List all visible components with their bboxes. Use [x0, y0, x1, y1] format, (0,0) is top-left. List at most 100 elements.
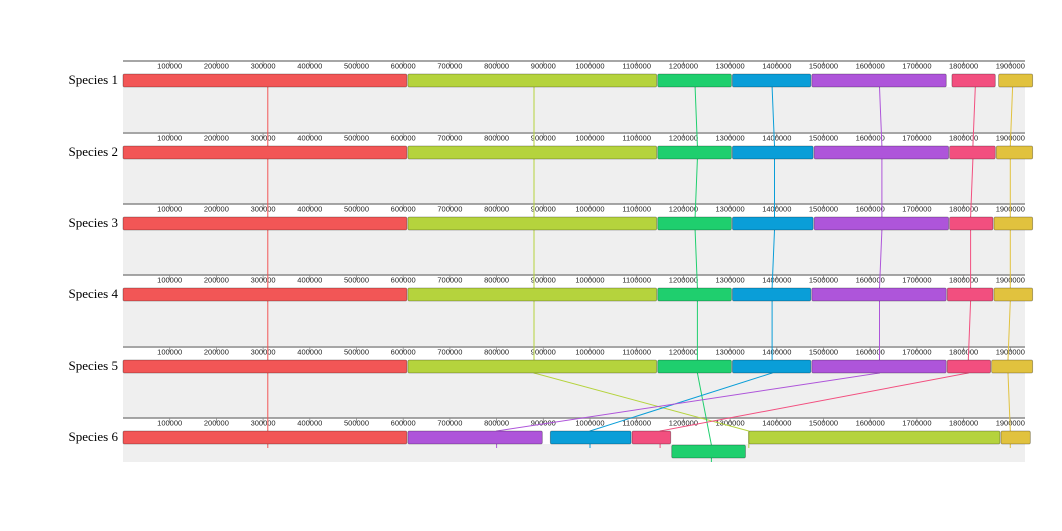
ruler-tick-label: 200000 — [204, 419, 229, 428]
ruler-tick-label: 1800000 — [949, 205, 978, 214]
ruler-tick-label: 600000 — [391, 276, 416, 285]
ruler-tick-label: 900000 — [531, 276, 556, 285]
block-blue — [732, 359, 812, 374]
species-label: Species 5 — [69, 358, 118, 373]
ruler-tick-label: 1400000 — [762, 276, 791, 285]
block-red — [122, 430, 408, 445]
ruler-tick-label: 1800000 — [949, 62, 978, 71]
ruler-tick-label: 500000 — [344, 276, 369, 285]
block-pink — [631, 430, 672, 445]
ruler-tick-label: 1400000 — [762, 419, 791, 428]
ruler-tick-label: 1700000 — [902, 276, 931, 285]
ruler-tick-label: 1200000 — [669, 348, 698, 357]
block-green — [657, 73, 732, 88]
ruler-tick-label: 1000000 — [575, 419, 604, 428]
block-green — [657, 287, 732, 302]
ruler-tick-label: 300000 — [251, 276, 276, 285]
ruler-tick-label: 1000000 — [575, 134, 604, 143]
ruler-tick-label: 1800000 — [949, 276, 978, 285]
ruler-tick-label: 300000 — [251, 62, 276, 71]
ruler-tick-label: 1300000 — [715, 62, 744, 71]
ruler-tick-label: 1000000 — [575, 62, 604, 71]
ruler-tick-label: 300000 — [251, 134, 276, 143]
ruler-tick-label: 1600000 — [856, 134, 885, 143]
ruler-tick-label: 1700000 — [902, 62, 931, 71]
ruler-tick-label: 300000 — [251, 419, 276, 428]
ruler-tick-label: 1500000 — [809, 134, 838, 143]
ruler-tick-label: 1400000 — [762, 134, 791, 143]
ruler-tick-label: 1700000 — [902, 205, 931, 214]
block-blue — [732, 73, 812, 88]
ruler-tick-label: 400000 — [297, 62, 322, 71]
block-pink — [951, 73, 996, 88]
ruler-tick-label: 1100000 — [622, 62, 651, 71]
block-pink — [949, 216, 994, 231]
ruler-tick-label: 1800000 — [949, 348, 978, 357]
ruler-tick-label: 1600000 — [856, 205, 885, 214]
block-purple — [407, 430, 543, 445]
ruler-tick-label: 100000 — [157, 419, 182, 428]
ruler-tick-label: 900000 — [531, 205, 556, 214]
ruler-tick-label: 400000 — [297, 419, 322, 428]
ruler-tick-label: 1600000 — [856, 62, 885, 71]
ruler-tick-label: 900000 — [531, 348, 556, 357]
ruler-tick-label: 1500000 — [809, 419, 838, 428]
ruler-tick-label: 800000 — [484, 419, 509, 428]
ruler-tick-label: 900000 — [531, 419, 556, 428]
ruler-tick-label: 500000 — [344, 419, 369, 428]
ruler-tick-label: 1200000 — [669, 205, 698, 214]
block-yellow — [991, 359, 1034, 374]
block-yellow — [1000, 430, 1031, 445]
ruler-tick-label: 1200000 — [669, 419, 698, 428]
labels-layer: Species 1 Species 2 Species 3 Species 4 Spec… — [69, 72, 119, 444]
ruler-tick-label: 400000 — [297, 348, 322, 357]
block-lime — [407, 73, 658, 88]
block-blue — [732, 287, 812, 302]
ruler-tick-label: 900000 — [531, 134, 556, 143]
lane-background — [123, 373, 1025, 418]
ruler-tick-label: 1700000 — [902, 419, 931, 428]
ruler-tick-label: 1100000 — [622, 134, 651, 143]
ruler-tick-label: 800000 — [484, 62, 509, 71]
ruler-tick-label: 1700000 — [902, 348, 931, 357]
block-purple — [811, 359, 947, 374]
species-label: Species 6 — [69, 429, 119, 444]
species-label: Species 2 — [69, 144, 118, 159]
block-red — [122, 359, 408, 374]
block-purple — [811, 73, 947, 88]
ruler-tick-label: 1200000 — [669, 276, 698, 285]
ruler-tick-label: 200000 — [204, 348, 229, 357]
block-lime — [407, 145, 658, 160]
ruler-tick-label: 1300000 — [715, 134, 744, 143]
ruler-tick-label: 100000 — [157, 348, 182, 357]
ruler-tick-label: 500000 — [344, 205, 369, 214]
ruler-tick-label: 800000 — [484, 348, 509, 357]
lane-background — [123, 159, 1025, 204]
lanes-layer: 100000 200000 300000 400000 500000 600000 7000… — [123, 60, 1025, 462]
ruler-tick-label: 700000 — [437, 62, 462, 71]
block-red — [122, 73, 408, 88]
ruler-tick-label: 800000 — [484, 205, 509, 214]
block-purple — [811, 287, 947, 302]
ruler-tick-label: 500000 — [344, 348, 369, 357]
species-label: Species 1 — [69, 72, 118, 87]
block-lime — [407, 287, 658, 302]
ruler-tick-label: 1300000 — [715, 419, 744, 428]
block-yellow — [995, 145, 1034, 160]
ruler-tick-label: 1100000 — [622, 205, 651, 214]
blocks-layer — [122, 73, 1034, 459]
ruler-tick-label: 600000 — [391, 348, 416, 357]
ruler-tick-label: 300000 — [251, 205, 276, 214]
block-pink — [949, 145, 996, 160]
ruler-tick-label: 1500000 — [809, 348, 838, 357]
block-pink — [946, 287, 994, 302]
ruler-tick-label: 100000 — [157, 276, 182, 285]
ruler-tick-label: 1200000 — [669, 62, 698, 71]
ruler-tick-label: 1600000 — [856, 419, 885, 428]
ruler-tick-label: 600000 — [391, 134, 416, 143]
block-lime — [407, 216, 658, 231]
ruler-tick-label: 1000000 — [575, 276, 604, 285]
ruler-tick-label: 1100000 — [622, 419, 651, 428]
ruler-tick-label: 400000 — [297, 134, 322, 143]
